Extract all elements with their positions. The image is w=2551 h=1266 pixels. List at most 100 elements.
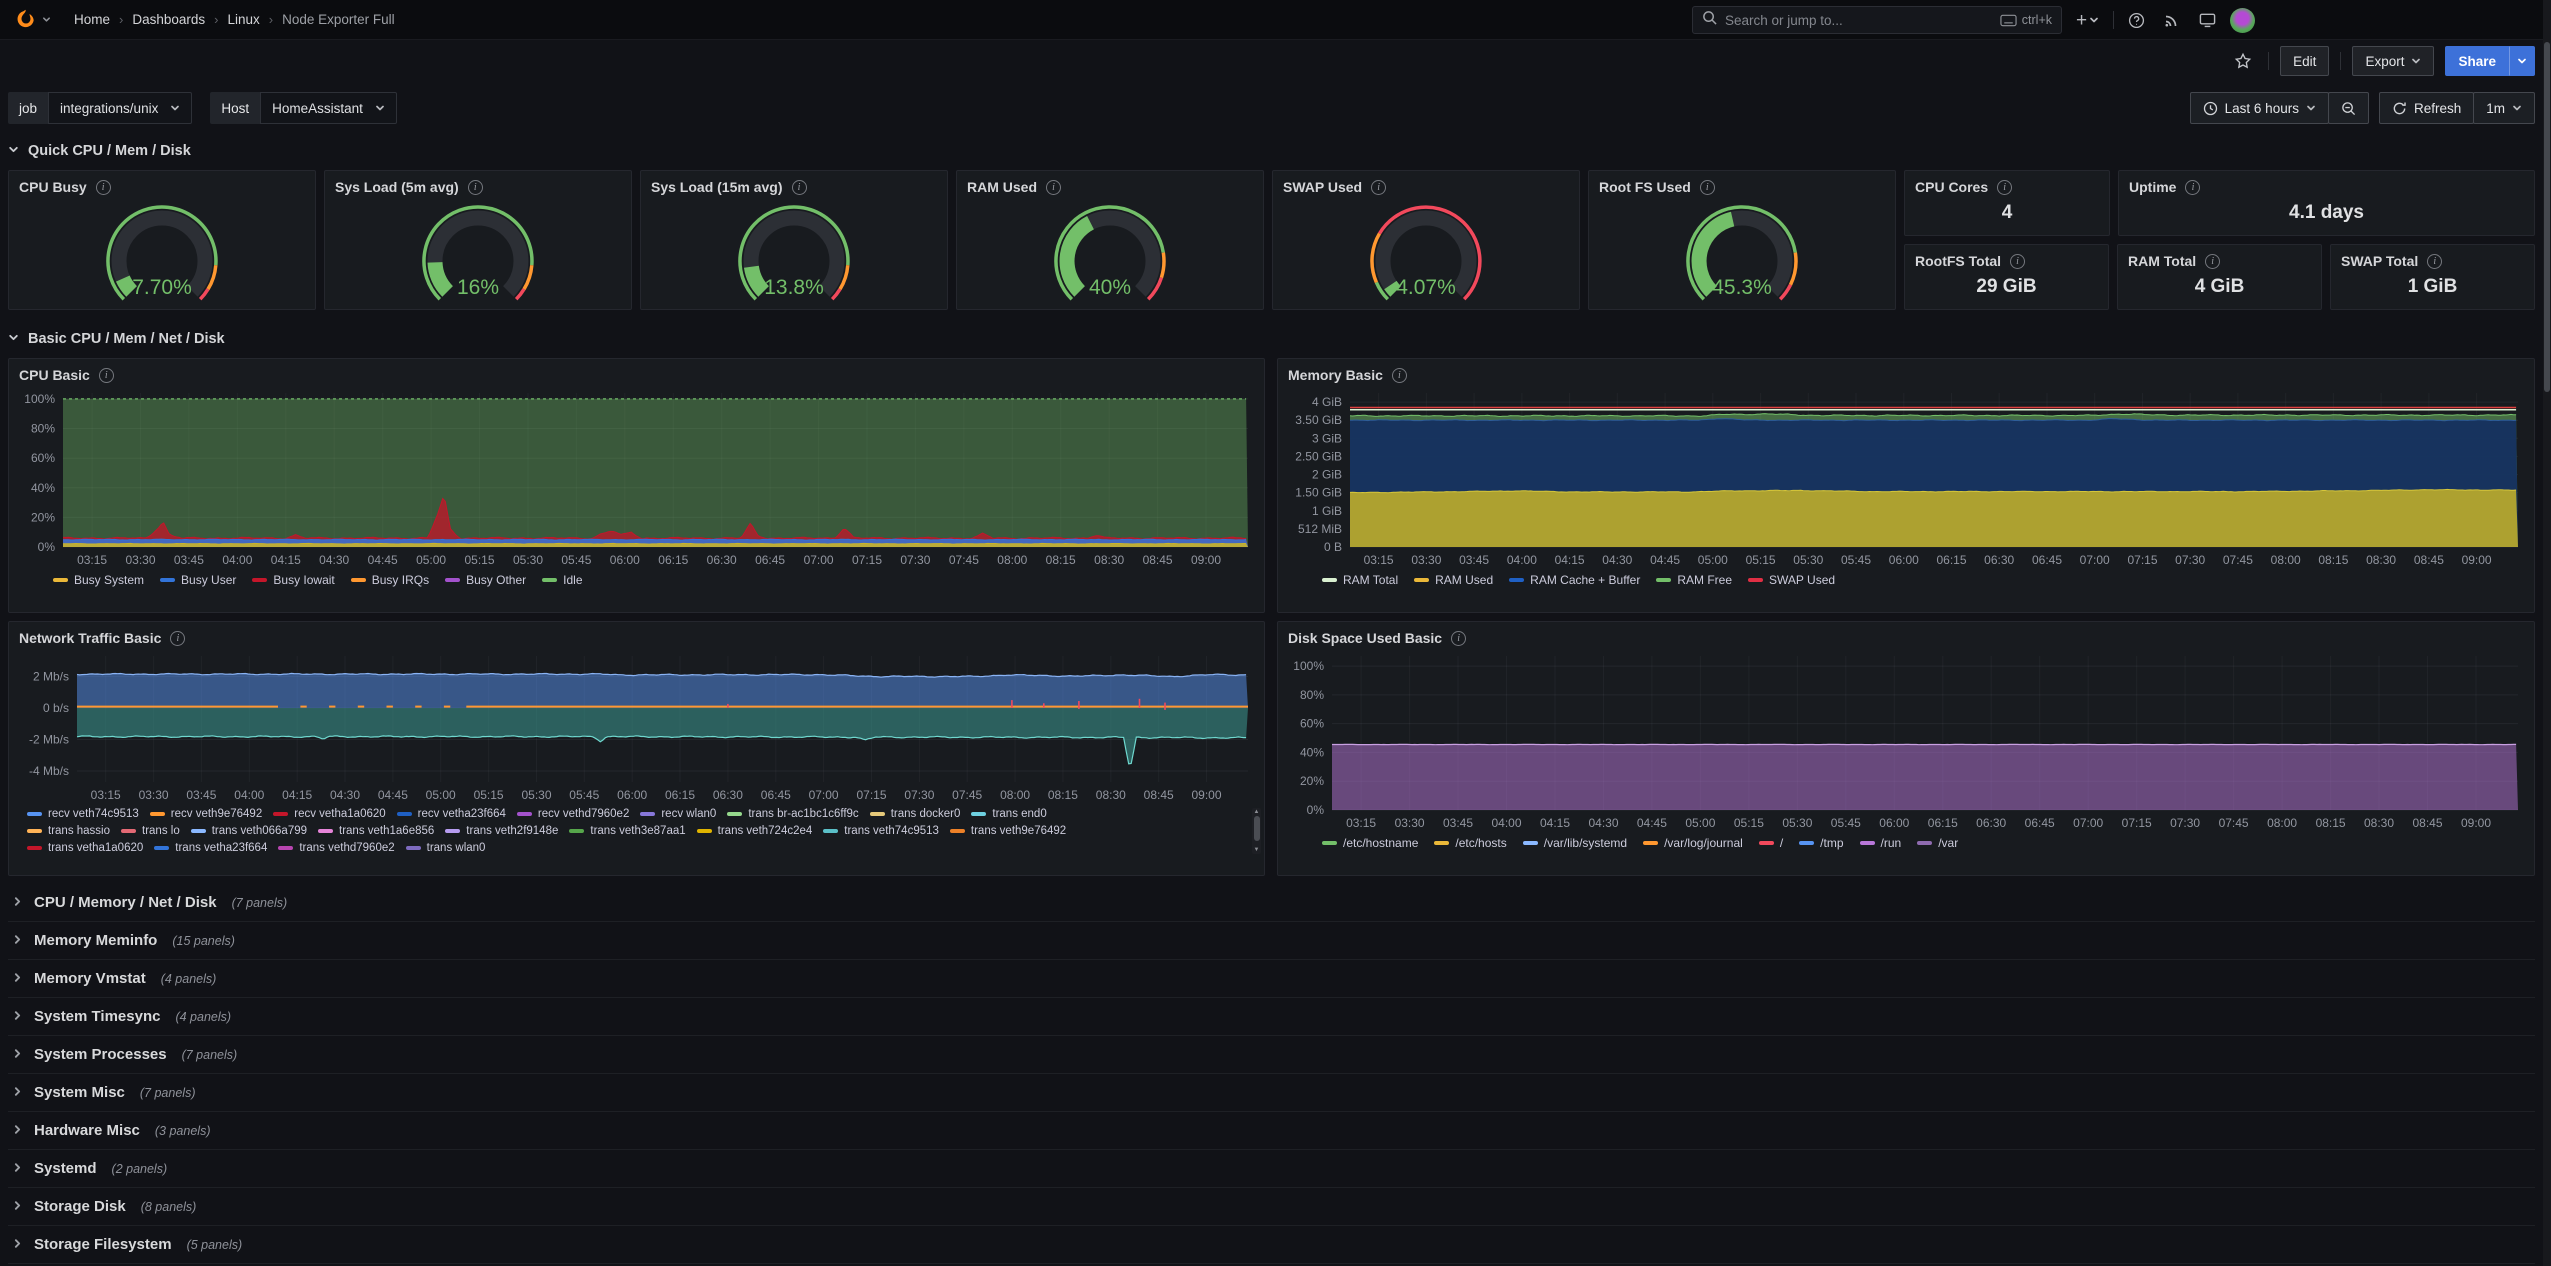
variable-value-dropdown[interactable]: integrations/unix [48,92,192,124]
panel-info-icon[interactable]: i [1451,631,1466,646]
legend-item[interactable]: recv vetha1a0620 [273,808,385,820]
panel-info-icon[interactable]: i [1700,180,1715,195]
panel-info-icon[interactable]: i [1046,180,1061,195]
legend-item[interactable]: /tmp [1799,836,1843,850]
legend-item[interactable]: trans veth724c2e4 [697,825,813,837]
refresh-button[interactable]: Refresh [2379,92,2474,124]
grafana-logo[interactable] [14,8,51,31]
add-button[interactable]: + [2071,6,2104,34]
legend-item[interactable]: RAM Used [1414,573,1493,587]
legend-item[interactable]: trans vetha1a0620 [27,842,143,854]
legend-item[interactable]: trans vethd7960e2 [278,842,394,854]
collapsed-row-system-misc[interactable]: System Misc(7 panels) [8,1074,2535,1112]
legend-item[interactable]: trans docker0 [870,808,961,820]
export-button[interactable]: Export [2352,46,2434,76]
legend-item[interactable]: recv veth74c9513 [27,808,139,820]
legend-item[interactable]: recv wlan0 [640,808,716,820]
legend-scrollbar-thumb[interactable] [1254,816,1260,841]
scrollbar-thumb[interactable] [2544,42,2550,392]
star-button[interactable] [2229,48,2257,74]
legend-item[interactable]: recv veth9e76492 [150,808,262,820]
legend-item[interactable]: Busy System [53,573,144,587]
edit-button[interactable]: Edit [2280,46,2329,76]
panel-info-icon[interactable]: i [2185,180,2200,195]
collapsed-row-storage-disk[interactable]: Storage Disk(8 panels) [8,1188,2535,1226]
legend-item[interactable]: trans veth066a799 [191,825,307,837]
panel-info-icon[interactable]: i [2010,254,2025,269]
cpu-basic-chart[interactable]: 100%80%60%40%20%0%03:1503:3003:4504:0004… [9,385,1264,571]
legend-item[interactable]: trans br-ac1bc1c6ff9c [727,808,858,820]
panel-info-icon[interactable]: i [2205,254,2220,269]
legend-item[interactable]: recv vetha23f664 [397,808,506,820]
legend-item[interactable]: recv vethd7960e2 [517,808,629,820]
legend-item[interactable]: trans veth9e76492 [950,825,1066,837]
panel-info-icon[interactable]: i [1997,180,2012,195]
collapsed-row-storage-filesystem[interactable]: Storage Filesystem(5 panels) [8,1226,2535,1264]
avatar[interactable] [2230,8,2255,33]
zoom-out-time-button[interactable] [2328,92,2369,124]
collapsed-row-hardware-misc[interactable]: Hardware Misc(3 panels) [8,1112,2535,1150]
legend-item[interactable]: /var/log/journal [1643,836,1743,850]
breadcrumb-item[interactable]: Linux [228,12,260,27]
legend-item[interactable]: trans hassio [27,825,110,837]
share-menu-button[interactable] [2509,46,2535,76]
kiosk-icon-button[interactable] [2194,8,2221,32]
panel-info-icon[interactable]: i [468,180,483,195]
network-traffic-basic-chart[interactable]: 2 Mb/s0 b/s-2 Mb/s-4 Mb/s03:1503:3003:45… [9,648,1264,806]
variable-value-dropdown[interactable]: HomeAssistant [260,92,397,124]
legend-item[interactable]: trans veth1a6e856 [318,825,434,837]
legend-item[interactable]: RAM Cache + Buffer [1509,573,1640,587]
legend-item[interactable]: SWAP Used [1748,573,1835,587]
help-icon-button[interactable] [2123,8,2150,33]
legend-item[interactable]: trans veth2f9148e [445,825,558,837]
share-button[interactable]: Share [2445,46,2509,76]
legend-item[interactable]: trans end0 [971,808,1046,820]
breadcrumb-item[interactable]: Home [74,12,110,27]
legend-item[interactable]: /var/lib/systemd [1523,836,1627,850]
monitor-icon [2199,12,2216,28]
memory-basic-chart[interactable]: 4 GiB3.50 GiB3 GiB2.50 GiB2 GiB1.50 GiB1… [1278,385,2534,571]
panel-info-icon[interactable]: i [96,180,111,195]
collapsed-row-system-processes[interactable]: System Processes(7 panels) [8,1036,2535,1074]
legend-item[interactable]: /etc/hostname [1322,836,1418,850]
legend-item[interactable]: trans lo [121,825,180,837]
legend-item[interactable]: /var [1917,836,1958,850]
legend-item[interactable]: RAM Total [1322,573,1398,587]
refresh-interval-picker[interactable]: 1m [2473,92,2535,124]
legend-item[interactable]: Idle [542,573,582,587]
collapsed-row-system-timesync[interactable]: System Timesync(4 panels) [8,998,2535,1036]
legend-item[interactable]: RAM Free [1656,573,1732,587]
svg-text:08:00: 08:00 [1000,788,1030,802]
legend-item[interactable]: Busy User [160,573,236,587]
collapsed-row-memory-vmstat[interactable]: Memory Vmstat(4 panels) [8,960,2535,998]
legend-item[interactable]: trans wlan0 [406,842,486,854]
panel-info-icon[interactable]: i [2427,254,2442,269]
legend-item[interactable]: trans veth74c9513 [823,825,939,837]
panel-info-icon[interactable]: i [1371,180,1386,195]
legend-item[interactable]: /run [1860,836,1902,850]
collapsed-row-systemd[interactable]: Systemd(2 panels) [8,1150,2535,1188]
breadcrumb-item[interactable]: Dashboards [132,12,205,27]
disk-space-used-basic-chart[interactable]: 100%80%60%40%20%0%03:1503:3003:4504:0004… [1278,648,2534,834]
time-range-picker[interactable]: Last 6 hours [2190,92,2329,124]
search-input[interactable] [1725,13,1992,28]
row-header-basic[interactable]: Basic CPU / Mem / Net / Disk [8,324,2535,358]
news-icon-button[interactable] [2159,8,2185,32]
search-box[interactable]: ctrl+k [1692,6,2062,34]
panel-info-icon[interactable]: i [1392,368,1407,383]
legend-item[interactable]: Busy Other [445,573,526,587]
legend-item[interactable]: trans vetha23f664 [154,842,267,854]
collapsed-row-memory-meminfo[interactable]: Memory Meminfo(15 panels) [8,922,2535,960]
panel-info-icon[interactable]: i [170,631,185,646]
legend-item[interactable]: /etc/hosts [1434,836,1506,850]
row-header-quick[interactable]: Quick CPU / Mem / Disk [8,136,2535,170]
collapsed-row-cpu-memory-net-disk[interactable]: CPU / Memory / Net / Disk(7 panels) [8,884,2535,922]
legend-item[interactable]: Busy IRQs [351,573,429,587]
panel-info-icon[interactable]: i [99,368,114,383]
legend-scrollbar[interactable]: ▲▼ [1252,808,1261,854]
legend-item[interactable]: / [1759,836,1783,850]
page-scrollbar[interactable] [2543,0,2551,1266]
legend-item[interactable]: Busy Iowait [252,573,334,587]
panel-info-icon[interactable]: i [792,180,807,195]
legend-item[interactable]: trans veth3e87aa1 [569,825,685,837]
